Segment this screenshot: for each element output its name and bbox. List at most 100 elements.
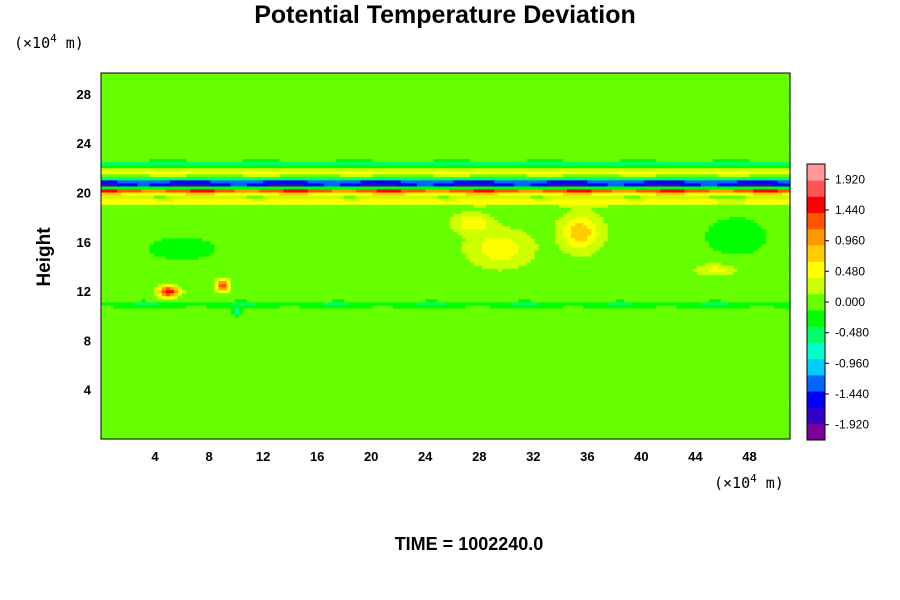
heatmap-cell xyxy=(295,417,301,422)
heatmap-cell xyxy=(206,365,212,370)
heatmap-cell xyxy=(404,402,410,407)
heatmap-cell xyxy=(526,384,532,388)
heatmap-cell xyxy=(704,356,710,361)
heatmap-cell xyxy=(242,405,248,410)
heatmap-cell xyxy=(234,417,240,422)
heatmap-cell xyxy=(145,390,151,394)
heatmap-cell xyxy=(749,387,755,391)
heatmap-cell xyxy=(708,368,714,373)
heatmap-cell xyxy=(206,426,212,431)
heatmap-cell xyxy=(323,368,329,373)
heatmap-cell xyxy=(250,408,256,413)
heatmap-cell xyxy=(238,432,244,437)
heatmap-cell xyxy=(149,414,155,419)
heatmap-cell xyxy=(429,371,434,376)
heatmap-cell xyxy=(558,435,564,440)
heatmap-cell xyxy=(664,414,670,419)
heatmap-cell xyxy=(550,414,556,419)
heatmap-cell xyxy=(182,359,187,364)
heatmap-cell xyxy=(384,356,390,361)
heatmap-cell xyxy=(648,371,653,376)
heatmap-cell xyxy=(340,353,345,358)
heatmap-cell xyxy=(352,435,357,440)
heatmap-cell xyxy=(591,414,597,419)
heatmap-cell xyxy=(652,362,657,367)
heatmap-cell xyxy=(587,365,592,370)
heatmap-cell xyxy=(538,402,544,407)
heatmap-cell xyxy=(733,393,738,397)
heatmap-cell xyxy=(291,405,297,410)
heatmap-cell xyxy=(275,353,280,358)
heatmap-cell xyxy=(753,362,759,367)
heatmap-cell xyxy=(599,374,605,379)
heatmap-cell xyxy=(506,426,511,431)
heatmap-cell xyxy=(494,362,499,367)
heatmap-cell xyxy=(327,378,333,382)
heatmap-cell xyxy=(554,399,560,403)
heatmap-cell xyxy=(550,362,556,367)
heatmap-cell xyxy=(145,435,151,440)
heatmap-cell xyxy=(648,359,653,364)
heatmap-cell xyxy=(263,426,268,431)
heatmap-cell xyxy=(173,423,179,428)
heatmap-cell xyxy=(477,378,483,382)
heatmap-cell xyxy=(644,423,649,428)
heatmap-cell xyxy=(712,405,718,410)
heatmap-cell xyxy=(631,435,637,440)
heatmap-cell xyxy=(165,426,171,431)
heatmap-cell xyxy=(348,356,353,361)
heatmap-cell xyxy=(250,368,256,373)
heatmap-cell xyxy=(445,423,451,428)
heatmap-cell xyxy=(745,362,751,367)
heatmap-cell xyxy=(773,374,779,379)
heatmap-cell xyxy=(133,387,139,391)
heatmap-cell xyxy=(149,402,155,407)
heatmap-cell xyxy=(749,411,755,416)
heatmap-cell xyxy=(567,420,572,425)
heatmap-cell xyxy=(558,420,564,425)
heatmap-cell xyxy=(571,396,576,400)
heatmap-cell xyxy=(234,381,240,385)
heatmap-cell xyxy=(141,371,147,376)
heatmap-cell xyxy=(599,353,605,358)
heatmap-cell xyxy=(530,374,536,379)
heatmap-cell xyxy=(700,426,706,431)
heatmap-cell xyxy=(149,365,155,370)
heatmap-cell xyxy=(372,378,378,382)
heatmap-cell xyxy=(101,435,106,440)
heatmap-cell xyxy=(619,371,625,376)
heatmap-cell xyxy=(169,402,175,407)
heatmap-cell xyxy=(510,356,515,361)
heatmap-cell xyxy=(396,429,402,434)
heatmap-cell xyxy=(396,405,402,410)
heatmap-cell xyxy=(773,371,779,376)
heatmap-cell xyxy=(526,365,532,370)
heatmap-cell xyxy=(676,381,682,385)
heatmap-cell xyxy=(453,399,459,403)
heatmap-cell xyxy=(234,399,240,403)
heatmap-cell xyxy=(668,378,674,382)
heatmap-cell xyxy=(712,381,718,385)
heatmap-cell xyxy=(214,350,220,355)
heatmap-cell xyxy=(178,411,183,416)
heatmap-cell xyxy=(198,350,203,355)
heatmap-cell xyxy=(741,362,747,367)
heatmap-cell xyxy=(660,399,665,403)
heatmap-cell xyxy=(441,353,447,358)
heatmap-cell xyxy=(202,420,207,425)
heatmap-cell xyxy=(360,362,366,367)
heatmap-cell xyxy=(490,399,495,403)
heatmap-cell xyxy=(704,390,710,394)
heatmap-cell xyxy=(283,423,289,428)
heatmap-cell xyxy=(518,387,524,391)
heatmap-cell xyxy=(129,393,135,397)
heatmap-cell xyxy=(542,362,548,367)
heatmap-cell xyxy=(725,359,730,364)
heatmap-cell xyxy=(733,359,738,364)
heatmap-cell xyxy=(125,390,130,394)
heatmap-cell xyxy=(708,353,714,358)
heatmap-cell xyxy=(733,423,738,428)
heatmap-cell xyxy=(218,396,224,400)
heatmap-cell xyxy=(299,420,305,425)
heatmap-cell xyxy=(425,393,430,397)
